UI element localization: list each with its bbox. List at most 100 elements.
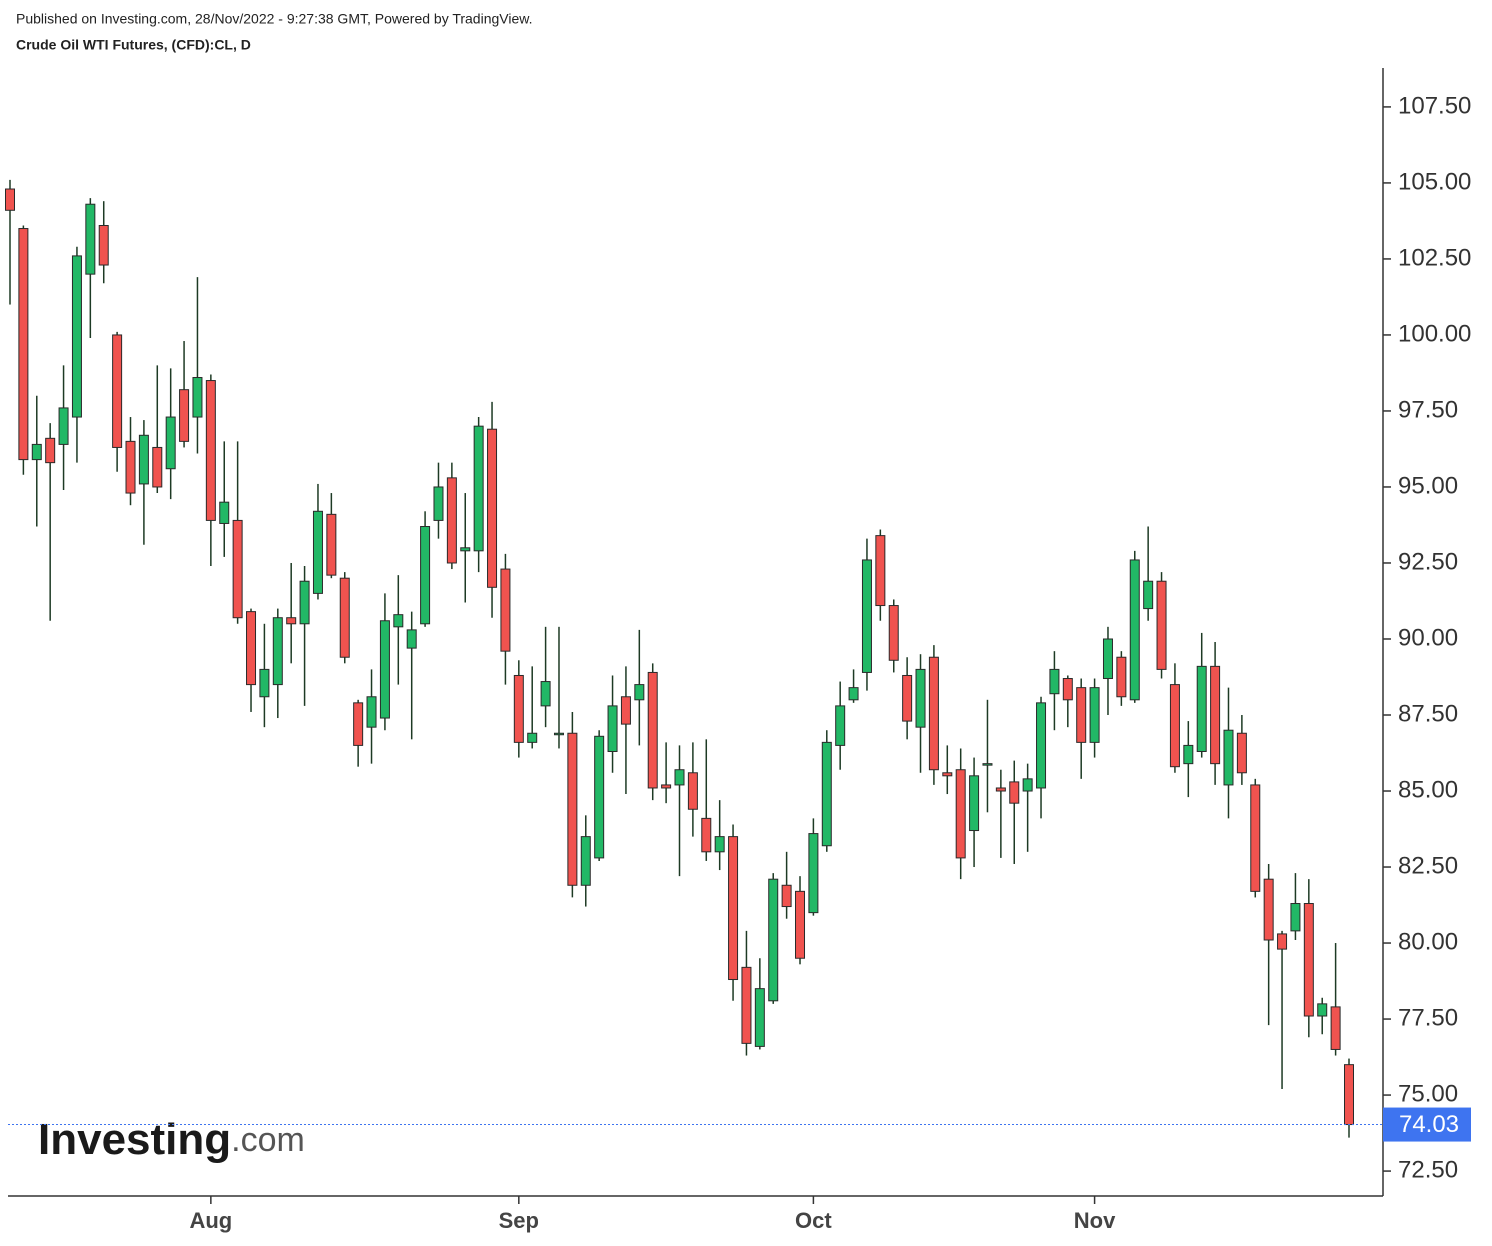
body [1089,687,1100,743]
y-tick-label: 107.50 [1398,92,1471,119]
body [821,741,832,847]
body [5,188,15,211]
body [540,681,551,707]
y-tick-label: 82.50 [1398,852,1458,879]
body [1263,878,1274,941]
body [835,705,846,746]
candles [5,179,1354,1138]
body [353,702,364,746]
body [1049,668,1060,695]
body [1009,781,1020,804]
y-tick-label: 90.00 [1398,624,1458,651]
body [1102,638,1113,680]
body [1277,933,1288,950]
body [634,684,645,701]
body [339,577,350,658]
body [487,428,498,588]
body [527,732,538,743]
body [942,772,953,777]
body [995,787,1006,792]
x-tick-label: Oct [795,1208,832,1233]
body [1223,729,1234,786]
y-tick-label: 75.00 [1398,1080,1458,1107]
body [768,878,779,1002]
body [246,611,257,686]
body [1196,665,1207,752]
body [205,380,216,521]
x-tick-label: Nov [1074,1208,1116,1233]
body [687,772,698,810]
body [460,547,471,552]
body [781,884,792,908]
y-tick-label: 85.00 [1398,776,1458,803]
body [580,836,591,886]
body [326,513,337,576]
x-tick-label: Aug [189,1208,232,1233]
body [219,501,230,524]
body [1183,744,1194,765]
body [1236,732,1247,774]
body [1250,784,1261,892]
y-tick-label: 97.50 [1398,396,1458,423]
last-price-label: 74.03 [1399,1111,1459,1138]
body [647,671,658,789]
body [433,486,444,521]
body [366,696,377,728]
body [875,535,886,607]
published-note: Published on Investing.com, 28/Nov/2022 … [16,11,532,27]
body [179,389,190,442]
body [473,425,484,552]
logo-name: Investing [38,1115,231,1164]
body [1169,684,1180,768]
body [500,568,511,652]
body [299,580,310,625]
body [728,836,739,981]
body [808,833,819,914]
body [969,775,980,832]
body [379,620,390,719]
body [272,617,283,686]
body [45,437,56,464]
body [1022,778,1033,792]
logo: Investing.com [38,1115,305,1164]
body [607,705,618,752]
body [1156,580,1167,670]
x-tick-label: Sep [499,1208,539,1233]
body [125,440,136,494]
body [58,407,69,445]
y-tick-label: 95.00 [1398,472,1458,499]
body [165,416,176,470]
body [1330,1006,1341,1050]
body [112,334,123,448]
body [982,763,993,766]
body [1303,903,1314,1017]
body [915,668,926,728]
y-tick-label: 72.50 [1398,1156,1458,1183]
body [152,446,163,488]
body [714,836,725,853]
body [192,377,203,418]
logo-suffix: .com [231,1121,305,1159]
body [674,769,685,786]
body [232,519,243,619]
body [928,656,939,771]
body [1129,559,1140,701]
body [553,732,564,736]
body [741,966,752,1044]
body [85,203,96,275]
body [888,605,899,661]
body [1076,687,1087,743]
body [420,525,431,625]
body [1290,903,1301,932]
body [594,735,605,859]
body [406,629,417,649]
body [259,668,270,698]
y-tick-label: 80.00 [1398,928,1458,955]
body [861,559,872,673]
body [1317,1003,1328,1017]
body [31,443,42,461]
body [620,696,631,725]
body [1344,1064,1354,1126]
y-tick-label: 92.50 [1398,548,1458,575]
